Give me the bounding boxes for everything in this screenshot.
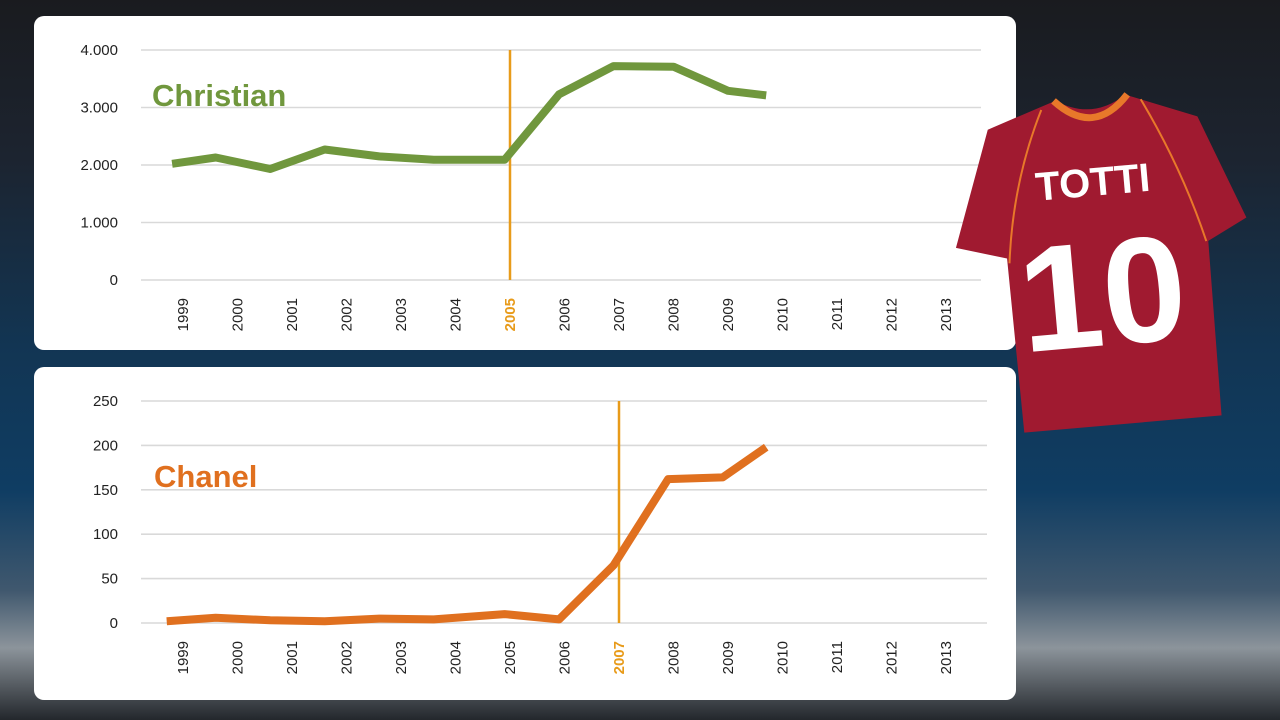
x-tick-label: 2000 — [230, 298, 247, 331]
x-tick-label-highlight: 2005 — [502, 298, 519, 331]
y-tick-label: 1.000 — [80, 215, 118, 232]
x-tick-label: 2013 — [938, 298, 955, 331]
x-tick-label: 2008 — [666, 298, 683, 331]
x-tick-label: 2001 — [284, 298, 301, 331]
y-tick-label: 2.000 — [80, 157, 118, 174]
line-chart-chanel: 250 200 150 100 50 0 1999 2000 2001 2002 2003 2004 2… — [93, 393, 987, 674]
x-tick-label: 2006 — [557, 641, 574, 674]
x-tick-label: 2011 — [829, 641, 846, 673]
jersey-sleeve-seam-left — [1008, 109, 1043, 264]
jersey-collar — [1051, 92, 1130, 122]
y-tick-label: 150 — [93, 482, 118, 499]
x-tick-label: 2002 — [339, 641, 356, 674]
y-tick-label: 0 — [110, 272, 118, 289]
jersey-name: TOTTI — [1034, 156, 1152, 210]
x-tick-label: 2004 — [448, 298, 465, 331]
x-tick-label: 2007 — [611, 298, 628, 331]
x-tick-label: 2012 — [884, 298, 901, 331]
y-tick-label: 3.000 — [80, 100, 118, 117]
y-tick-label: 50 — [101, 571, 118, 588]
x-tick-label: 2005 — [502, 641, 519, 674]
chart-card-chanel: 250 200 150 100 50 0 1999 2000 2001 2002 2003 2004 2… — [34, 367, 1016, 700]
x-tick-label: 2003 — [393, 298, 410, 331]
x-tick-label: 2000 — [230, 641, 247, 674]
x-tick-label: 2010 — [775, 298, 792, 331]
x-tick-label: 2006 — [557, 298, 574, 331]
series-line-christian — [171, 62, 767, 173]
y-tick-label: 200 — [93, 437, 118, 454]
chart-card-christian: 4.000 3.000 2.000 1.000 0 1999 2000 2001 2002 200… — [34, 16, 1016, 350]
jersey-number: 10 — [1012, 202, 1193, 384]
series-label-chanel: Chanel — [154, 459, 257, 494]
x-tick-label-highlight: 2007 — [611, 641, 628, 674]
x-tick-label: 1999 — [175, 641, 192, 674]
x-tick-label: 1999 — [175, 298, 192, 331]
x-tick-label: 2011 — [829, 298, 846, 330]
x-tick-label: 2012 — [884, 641, 901, 674]
x-tick-label: 2002 — [339, 298, 356, 331]
x-tick-label: 2004 — [448, 641, 465, 674]
x-tick-label: 2009 — [720, 641, 737, 674]
series-label-christian: Christian — [152, 78, 286, 113]
series-line-chanel — [166, 443, 769, 626]
line-chart-christian: 4.000 3.000 2.000 1.000 0 1999 2000 2001 2002 200… — [80, 42, 981, 331]
x-tick-label: 2003 — [393, 641, 410, 674]
x-tick-label: 2001 — [284, 641, 301, 674]
jersey-body — [955, 94, 1247, 433]
y-tick-label: 100 — [93, 526, 118, 543]
jersey-illustration: TOTTI 10 — [955, 92, 1247, 433]
y-tick-label: 0 — [110, 615, 118, 632]
y-tick-label: 4.000 — [80, 42, 118, 59]
x-tick-label: 2009 — [720, 298, 737, 331]
y-tick-label: 250 — [93, 393, 118, 410]
jersey-sleeve-seam-right — [1139, 98, 1208, 242]
x-tick-label: 2008 — [666, 641, 683, 674]
x-tick-label: 2010 — [775, 641, 792, 674]
x-tick-label: 2013 — [938, 641, 955, 674]
